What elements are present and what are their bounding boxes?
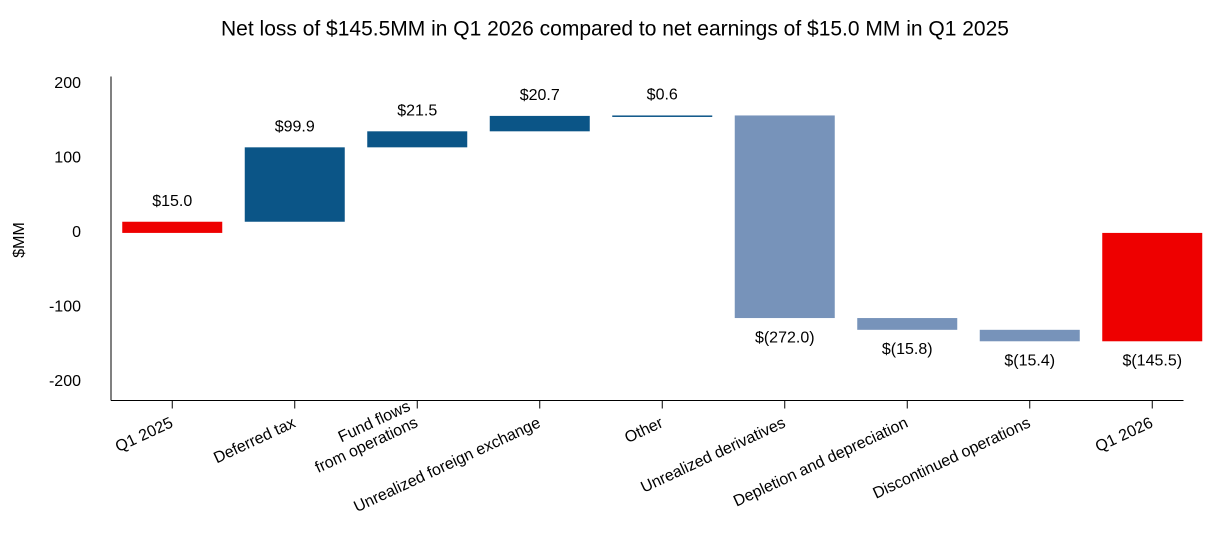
y-tick-label: 0 — [72, 224, 81, 241]
x-tick-label: Fund flowsfrom operations — [305, 398, 421, 477]
x-tick-label: Deferred tax — [211, 415, 298, 468]
bar — [857, 318, 958, 330]
bar — [734, 115, 835, 319]
bar — [612, 115, 713, 117]
bar — [1102, 232, 1203, 342]
chart-title: Net loss of $145.5MM in Q1 2026 compared… — [221, 18, 1009, 41]
y-tick-label: 200 — [54, 75, 81, 92]
data-label: $(15.4) — [1004, 353, 1055, 370]
data-label: $(15.8) — [882, 341, 933, 358]
data-label: $20.7 — [520, 87, 560, 104]
data-label: $15.0 — [152, 193, 192, 210]
y-tick-label: 100 — [54, 150, 81, 167]
bar — [367, 131, 468, 148]
x-tick-label: Q1 2025 — [113, 415, 176, 456]
y-axis-title: $MM — [11, 222, 28, 258]
data-label: $(145.5) — [1122, 353, 1182, 370]
bar — [489, 115, 590, 132]
x-tick-label: Q1 2026 — [1093, 415, 1156, 456]
data-label: $0.6 — [647, 87, 678, 104]
data-label: $99.9 — [275, 119, 315, 136]
bar — [244, 147, 345, 222]
data-label: $21.5 — [397, 103, 437, 120]
x-tick-label: Other — [622, 414, 666, 447]
data-label: $(272.0) — [755, 329, 815, 346]
y-tick-label: -100 — [49, 299, 81, 316]
y-tick-label: -200 — [49, 373, 81, 390]
bar — [122, 221, 223, 233]
bar — [979, 329, 1080, 342]
